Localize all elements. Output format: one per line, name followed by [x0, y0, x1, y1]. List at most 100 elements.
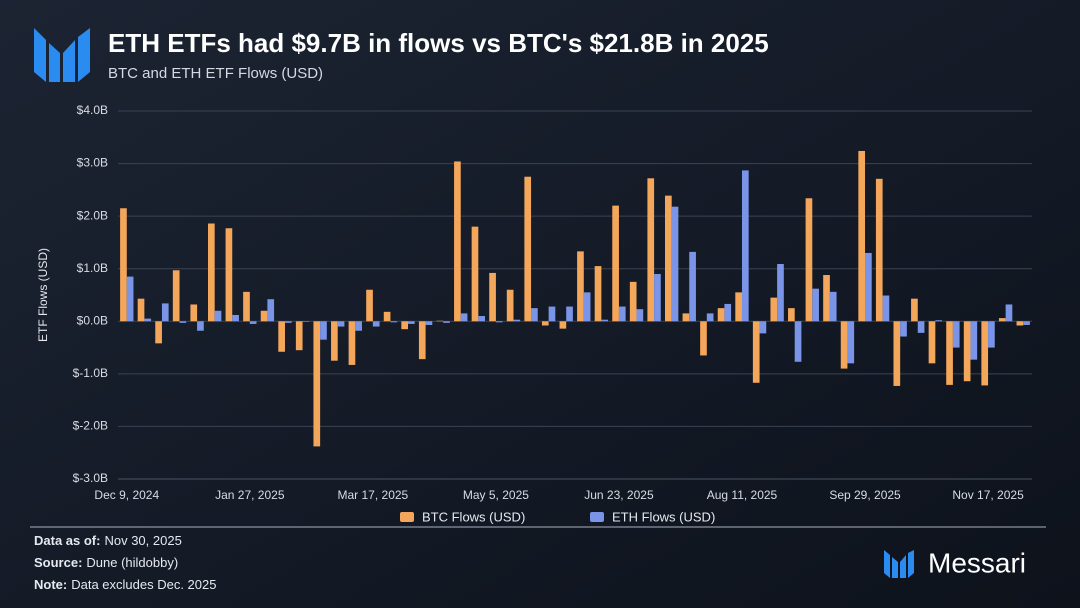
bar: [636, 309, 644, 322]
bar: [865, 252, 872, 322]
bar: [401, 321, 409, 330]
bar: [654, 273, 661, 322]
y-axis-label: ETF Flows (USD): [36, 248, 50, 342]
chart-title: ETH ETFs had $9.7B in flows vs BTC's $21…: [108, 28, 769, 58]
bar: [331, 321, 338, 361]
bar: [952, 321, 960, 348]
x-tick-label: Nov 17, 2025: [952, 488, 1024, 502]
x-tick-label: Mar 17, 2025: [338, 488, 409, 502]
bar: [829, 291, 837, 322]
bar: [436, 320, 444, 322]
bar: [988, 321, 995, 348]
x-tick-label: Aug 11, 2025: [707, 488, 778, 502]
bar: [752, 321, 760, 383]
footer-note-label: Note:: [34, 577, 67, 592]
bar: [946, 321, 953, 385]
bar: [267, 299, 275, 322]
x-tick-label: Jan 27, 2025: [215, 488, 285, 502]
bar: [671, 206, 679, 322]
bar: [629, 281, 637, 322]
bar: [735, 292, 742, 322]
bar: [155, 321, 162, 344]
bar: [689, 251, 696, 322]
bar: [425, 321, 433, 325]
bar: [717, 308, 725, 322]
bar: [531, 308, 538, 322]
bar: [882, 295, 890, 322]
bar: [566, 306, 573, 322]
bar: [682, 313, 690, 322]
bar: [900, 321, 907, 337]
y-tick-label: $3.0B: [77, 156, 108, 170]
legend-swatch: [590, 512, 604, 522]
bar: [383, 311, 391, 322]
bar: [840, 321, 848, 369]
y-tick-label: $1.0B: [77, 261, 108, 275]
bar: [970, 321, 978, 360]
bar: [471, 226, 479, 322]
bar: [1016, 321, 1024, 326]
bar: [126, 276, 134, 322]
legend-label: BTC Flows (USD): [422, 509, 525, 524]
bar: [225, 228, 233, 322]
bar: [741, 170, 749, 322]
bar: [858, 150, 866, 322]
bar: [1005, 304, 1013, 322]
bar: [207, 223, 215, 322]
brand: Messari: [928, 547, 1026, 578]
bar: [847, 321, 855, 364]
bar: [805, 198, 813, 322]
bar: [137, 298, 145, 322]
bar: [618, 306, 626, 322]
bar: [443, 321, 450, 323]
x-tick-label: May 5, 2025: [463, 488, 529, 502]
bar: [278, 321, 285, 352]
y-tick-label: $2.0B: [77, 208, 108, 222]
x-tick-label: Sep 29, 2025: [829, 488, 901, 502]
bar: [418, 321, 426, 360]
bar: [664, 195, 672, 322]
footer-note: Note: Data excludes Dec. 2025: [34, 577, 216, 592]
brand-logo: [884, 550, 914, 578]
footer-note-label: Source:: [34, 555, 82, 570]
legend-swatch: [400, 512, 414, 522]
footer-note: Source: Dune (hildobby): [34, 555, 178, 570]
bar: [390, 321, 398, 323]
bar: [489, 272, 496, 322]
bar: [706, 313, 714, 322]
bar: [214, 310, 222, 322]
bar: [313, 321, 321, 447]
bar: [120, 208, 127, 322]
bar: [812, 288, 819, 322]
bar: [594, 266, 602, 322]
bar: [548, 306, 556, 322]
bar: [823, 275, 830, 322]
footer-note-text: Nov 30, 2025: [104, 533, 181, 548]
bar: [963, 321, 971, 382]
bar: [928, 321, 936, 364]
bar: [197, 321, 204, 331]
bar: [302, 321, 310, 322]
bar: [524, 176, 532, 322]
bar: [917, 321, 925, 333]
bar: [647, 178, 655, 322]
x-tick-label: Dec 9, 2024: [94, 488, 159, 502]
bar: [284, 321, 292, 323]
y-tick-label: $4.0B: [77, 103, 108, 117]
bar: [249, 321, 257, 324]
bar: [601, 319, 609, 322]
bar: [541, 321, 549, 326]
bar: [372, 321, 380, 327]
bar: [190, 304, 198, 322]
bar: [1023, 321, 1030, 325]
bar: [460, 313, 468, 322]
bar: [408, 321, 415, 324]
bar: [172, 270, 180, 322]
bar: [612, 205, 619, 322]
x-tick-label: Jun 23, 2025: [584, 488, 654, 502]
bar: [144, 318, 152, 322]
bar: [788, 308, 795, 322]
bar: [454, 161, 461, 322]
